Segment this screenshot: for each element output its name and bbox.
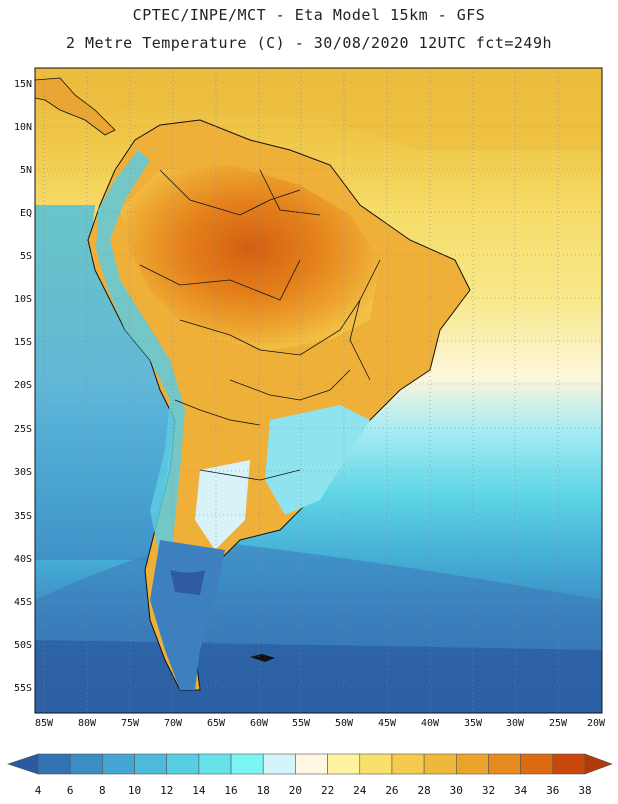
lat-label: 25S bbox=[14, 424, 32, 435]
colorbar-tick-label: 8 bbox=[99, 784, 106, 797]
lat-label: 5S bbox=[20, 251, 32, 262]
colorbar-swatch bbox=[391, 753, 425, 775]
colorbar-tick-label: 34 bbox=[514, 784, 528, 797]
lat-label: 20S bbox=[14, 380, 32, 391]
lat-label: 15N bbox=[14, 79, 32, 90]
lon-label: 20W bbox=[587, 718, 606, 729]
colorbar-swatch bbox=[295, 753, 328, 775]
lat-label: 5N bbox=[20, 165, 32, 176]
colorbar-tick-label: 12 bbox=[160, 784, 173, 797]
colorbar-tick-label: 36 bbox=[546, 784, 559, 797]
map-title: CPTEC/INPE/MCT - Eta Model 15km - GFS bbox=[132, 6, 486, 24]
colorbar-tick-label: 18 bbox=[257, 784, 270, 797]
colorbar-tick-label: 38 bbox=[578, 784, 591, 797]
colorbar-tick-label: 22 bbox=[321, 784, 334, 797]
colorbar-tick-label: 26 bbox=[385, 784, 398, 797]
temperature-colorbar: 4 6 8 10 12 14 16 18 20 22 24 26 28 30 32 34 36 38 bbox=[7, 753, 613, 797]
lon-label: 60W bbox=[250, 718, 269, 729]
colorbar-swatch bbox=[520, 753, 554, 775]
lat-label: 15S bbox=[14, 337, 32, 348]
colorbar-tick-label: 6 bbox=[67, 784, 74, 797]
lon-label: 35W bbox=[464, 718, 483, 729]
colorbar-swatch bbox=[37, 753, 71, 775]
latitude-labels: 15N 10N 5N EQ 5S 10S 15S 20S 25S 30S 35S… bbox=[14, 79, 32, 694]
lat-label: 45S bbox=[14, 597, 32, 608]
colorbar-tick-label: 14 bbox=[192, 784, 206, 797]
lat-label: 35S bbox=[14, 511, 32, 522]
colorbar-swatch bbox=[552, 753, 586, 775]
lon-label: 75W bbox=[121, 718, 140, 729]
colorbar-swatch bbox=[488, 753, 521, 775]
colorbar-tick-label: 28 bbox=[417, 784, 430, 797]
lon-label: 25W bbox=[549, 718, 568, 729]
lat-label: 10S bbox=[14, 294, 32, 305]
graticule bbox=[35, 68, 602, 713]
colorbar-arrow-low bbox=[7, 753, 39, 775]
colorbar-swatch bbox=[198, 753, 232, 775]
lat-label: 10N bbox=[14, 122, 32, 133]
colorbar-swatch bbox=[327, 753, 361, 775]
lon-label: 65W bbox=[207, 718, 226, 729]
lon-label: 80W bbox=[78, 718, 97, 729]
lat-label: EQ bbox=[20, 208, 32, 219]
lon-label: 50W bbox=[335, 718, 354, 729]
colorbar-swatch bbox=[230, 753, 264, 775]
lat-label: 40S bbox=[14, 554, 32, 565]
lat-label: 50S bbox=[14, 640, 32, 651]
colorbar-tick-label: 16 bbox=[224, 784, 237, 797]
colorbar-tick-label: 30 bbox=[450, 784, 463, 797]
colorbar-tick-label: 32 bbox=[482, 784, 495, 797]
colorbar-swatch bbox=[69, 753, 103, 775]
colorbar-arrow-high bbox=[584, 753, 613, 775]
longitude-labels: 85W 80W 75W 70W 65W 60W 55W 50W 45W 40W … bbox=[35, 718, 606, 729]
lon-label: 45W bbox=[378, 718, 397, 729]
colorbar-swatch bbox=[359, 753, 393, 775]
colorbar-swatch bbox=[423, 753, 457, 775]
lat-label: 30S bbox=[14, 467, 32, 478]
colorbar-swatch bbox=[134, 753, 168, 775]
lon-label: 85W bbox=[35, 718, 54, 729]
colorbar-tick-label: 20 bbox=[289, 784, 302, 797]
colorbar-swatch bbox=[455, 753, 489, 775]
colorbar-swatch bbox=[262, 753, 296, 775]
lon-label: 40W bbox=[421, 718, 440, 729]
lon-label: 30W bbox=[506, 718, 525, 729]
map-frame bbox=[34, 67, 603, 714]
lat-label: 55S bbox=[14, 683, 32, 694]
colorbar-tick-label: 10 bbox=[128, 784, 141, 797]
map-subtitle: 2 Metre Temperature (C) - 30/08/2020 12U… bbox=[65, 34, 553, 52]
colorbar-swatch bbox=[166, 753, 200, 775]
colorbar-swatch bbox=[102, 753, 135, 775]
lon-label: 55W bbox=[292, 718, 311, 729]
lon-label: 70W bbox=[164, 718, 183, 729]
colorbar-tick-label: 24 bbox=[353, 784, 367, 797]
colorbar-tick-label: 4 bbox=[35, 784, 42, 797]
